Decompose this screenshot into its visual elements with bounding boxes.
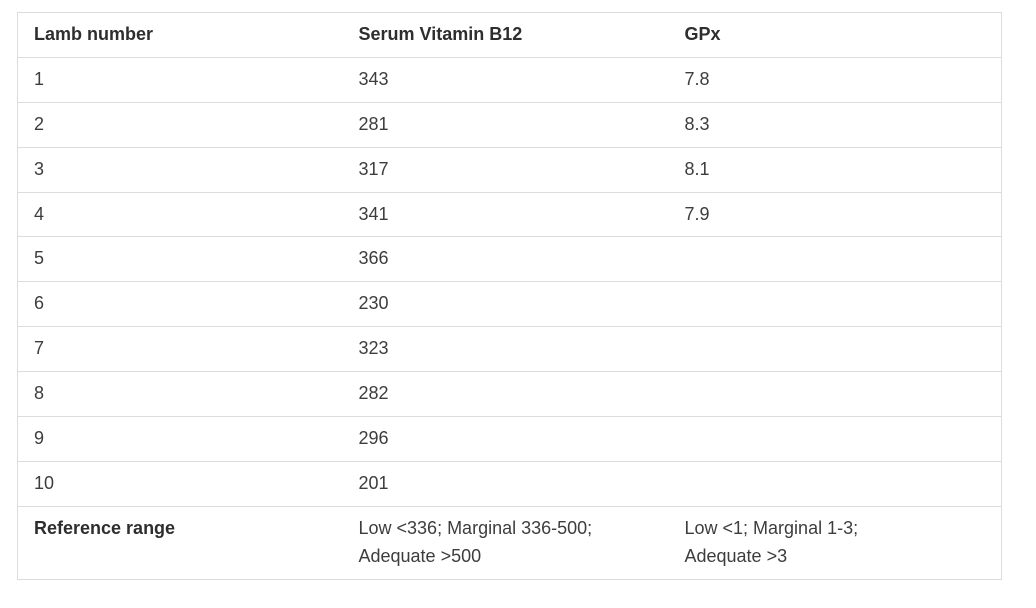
table-row: 4 341 7.9 <box>17 191 1002 237</box>
reference-range-label: Reference range <box>17 505 343 580</box>
gpx-cell: 7.8 <box>668 56 1002 103</box>
b12-cell: 323 <box>342 326 669 372</box>
gpx-cell <box>668 281 1002 327</box>
b12-cell: 296 <box>342 416 669 462</box>
lamb-number-cell: 10 <box>17 460 343 507</box>
b12-cell: 282 <box>342 371 669 417</box>
lamb-number-cell: 8 <box>17 371 343 417</box>
gpx-cell <box>668 416 1002 462</box>
lamb-number-cell: 4 <box>17 191 343 237</box>
lamb-vitamin-b12-gpx-table: Lamb number Serum Vitamin B12 GPx 1 343 … <box>17 12 1002 580</box>
table-row: 10 201 <box>17 460 1002 507</box>
table-row: 1 343 7.8 <box>17 56 1002 103</box>
table-row: 6 230 <box>17 281 1002 327</box>
lamb-number-cell: 6 <box>17 281 343 327</box>
b12-cell: 317 <box>342 146 669 193</box>
b12-cell: 366 <box>342 236 669 282</box>
gpx-cell <box>668 326 1002 372</box>
gpx-cell <box>668 460 1002 507</box>
lamb-number-cell: 3 <box>17 146 343 193</box>
column-header-lamb-number: Lamb number <box>34 24 154 44</box>
table-row: 3 317 8.1 <box>17 146 1002 193</box>
b12-cell: 230 <box>342 281 669 327</box>
column-header-gpx: GPx <box>684 24 721 44</box>
table-row: 9 296 <box>17 416 1002 462</box>
b12-cell: 343 <box>342 56 669 103</box>
gpx-cell <box>668 371 1002 417</box>
b12-cell: 281 <box>342 101 669 148</box>
table-header-row: Lamb number Serum Vitamin B12 GPx <box>18 13 1002 58</box>
lamb-number-cell: 1 <box>17 56 343 103</box>
lamb-number-cell: 9 <box>17 416 343 462</box>
table-row: 5 366 <box>17 236 1002 282</box>
lamb-number-cell: 7 <box>17 326 343 372</box>
b12-cell: 341 <box>342 191 669 237</box>
lamb-number-cell: 5 <box>17 236 343 282</box>
column-header-serum-vitamin-b12: Serum Vitamin B12 <box>358 24 523 44</box>
gpx-cell: 7.9 <box>668 191 1002 237</box>
gpx-reference-range-cell: Low <1; Marginal 1-3; Adequate >3 <box>668 505 1002 580</box>
b12-reference-range-cell: Low <336; Marginal 336-500; Adequate >50… <box>342 505 669 580</box>
gpx-cell: 8.3 <box>668 101 1002 148</box>
table-row: 7 323 <box>17 326 1002 372</box>
gpx-cell <box>668 236 1002 282</box>
b12-cell: 201 <box>342 460 669 507</box>
gpx-cell: 8.1 <box>668 146 1002 193</box>
reference-range-row: Reference range Low <336; Marginal 336-5… <box>17 505 1002 580</box>
table-row: 2 281 8.3 <box>17 101 1002 148</box>
table-row: 8 282 <box>17 371 1002 417</box>
lamb-number-cell: 2 <box>17 101 343 148</box>
table-container: Lamb number Serum Vitamin B12 GPx 1 343 … <box>17 12 1002 580</box>
